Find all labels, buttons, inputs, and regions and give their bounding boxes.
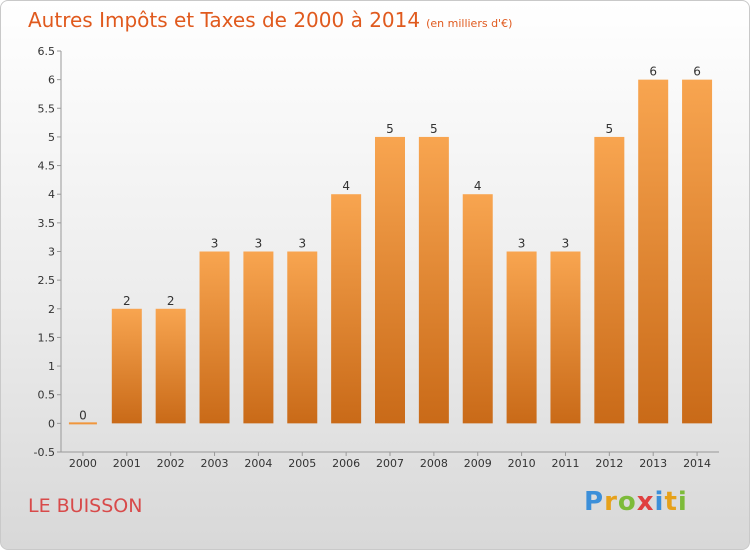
value-label-2008: 5 <box>430 122 438 136</box>
value-label-2014: 6 <box>693 65 701 79</box>
value-label-2009: 4 <box>474 179 482 193</box>
bar-2000 <box>68 422 97 425</box>
x-tick-label-2014: 2014 <box>683 457 711 470</box>
x-tick-label-2005: 2005 <box>288 457 316 470</box>
chart-title: Autres Impôts et Taxes de 2000 à 2014 (en… <box>28 8 512 32</box>
bar-2001 <box>111 308 142 424</box>
y-tick-label: 3.5 <box>38 217 56 230</box>
y-tick-label: 6 <box>48 74 55 87</box>
x-tick-label-2007: 2007 <box>376 457 404 470</box>
x-tick-label-2012: 2012 <box>595 457 623 470</box>
bar-2009 <box>462 194 493 424</box>
y-tick-label: -0.5 <box>34 446 55 459</box>
value-label-2007: 5 <box>386 122 394 136</box>
y-tick-label: 5.5 <box>38 102 56 115</box>
value-label-2004: 3 <box>255 237 263 251</box>
x-tick-label-2006: 2006 <box>332 457 360 470</box>
y-tick-label: 2.5 <box>38 274 56 287</box>
bar-2003 <box>199 251 230 424</box>
x-tick-label-2000: 2000 <box>69 457 97 470</box>
bar-2007 <box>375 136 405 424</box>
bar-2004 <box>243 251 274 424</box>
value-label-2002: 2 <box>167 294 175 308</box>
value-label-2005: 3 <box>298 237 306 251</box>
y-tick-label: 6.5 <box>38 45 56 58</box>
y-tick-label: 0 <box>48 417 55 430</box>
x-tick-label-2002: 2002 <box>157 457 185 470</box>
value-label-2001: 2 <box>123 294 131 308</box>
y-tick-label: 2 <box>48 303 55 316</box>
bar-2008 <box>418 136 449 424</box>
value-label-2010: 3 <box>518 237 526 251</box>
y-tick-label: 3 <box>48 246 55 259</box>
y-tick-label: 0.5 <box>38 389 56 402</box>
bar-2012 <box>594 136 625 424</box>
value-label-2011: 3 <box>562 237 570 251</box>
x-tick-label-2008: 2008 <box>420 457 448 470</box>
y-tick-label: 1 <box>48 360 55 373</box>
x-tick-label-2001: 2001 <box>113 457 141 470</box>
bar-2006 <box>331 194 362 424</box>
chart-unit: (en milliers d'€) <box>426 17 513 30</box>
bar-2010 <box>506 251 537 424</box>
bar-2005 <box>287 251 318 424</box>
place-name: LE BUISSON <box>28 495 143 517</box>
value-label-2013: 6 <box>649 65 657 79</box>
value-label-2012: 5 <box>606 122 614 136</box>
x-tick-label-2009: 2009 <box>464 457 492 470</box>
chart-value-labels: 0 2 2 3 3 3 4 5 5 4 3 3 5 6 6 <box>79 65 701 423</box>
chart-axes: -0.5 0 0.5 1 1.5 2 2.5 3 3.5 4 4.5 5 5.5 6 6.5 2000 2001… <box>34 45 719 470</box>
y-tick-label: 5 <box>48 131 55 144</box>
bar-2002 <box>155 308 186 424</box>
chart-bars <box>68 79 713 425</box>
bar-2011 <box>550 251 581 424</box>
chart-title-text: Autres Impôts et Taxes de 2000 à 2014 <box>28 8 421 32</box>
x-tick-label-2004: 2004 <box>244 457 272 470</box>
value-label-2003: 3 <box>211 237 219 251</box>
y-tick-label: 4.5 <box>38 160 56 173</box>
x-tick-label-2010: 2010 <box>508 457 536 470</box>
proxiti-logo[interactable]: Proxiti <box>584 487 688 517</box>
bar-2014 <box>682 79 713 424</box>
y-tick-label: 1.5 <box>38 331 56 344</box>
value-label-2000: 0 <box>79 408 87 422</box>
x-tick-label-2003: 2003 <box>201 457 229 470</box>
bar-2013 <box>638 79 669 424</box>
y-tick-label: 4 <box>48 188 55 201</box>
x-tick-label-2013: 2013 <box>639 457 667 470</box>
x-tick-label-2011: 2011 <box>551 457 579 470</box>
value-label-2006: 4 <box>342 179 350 193</box>
